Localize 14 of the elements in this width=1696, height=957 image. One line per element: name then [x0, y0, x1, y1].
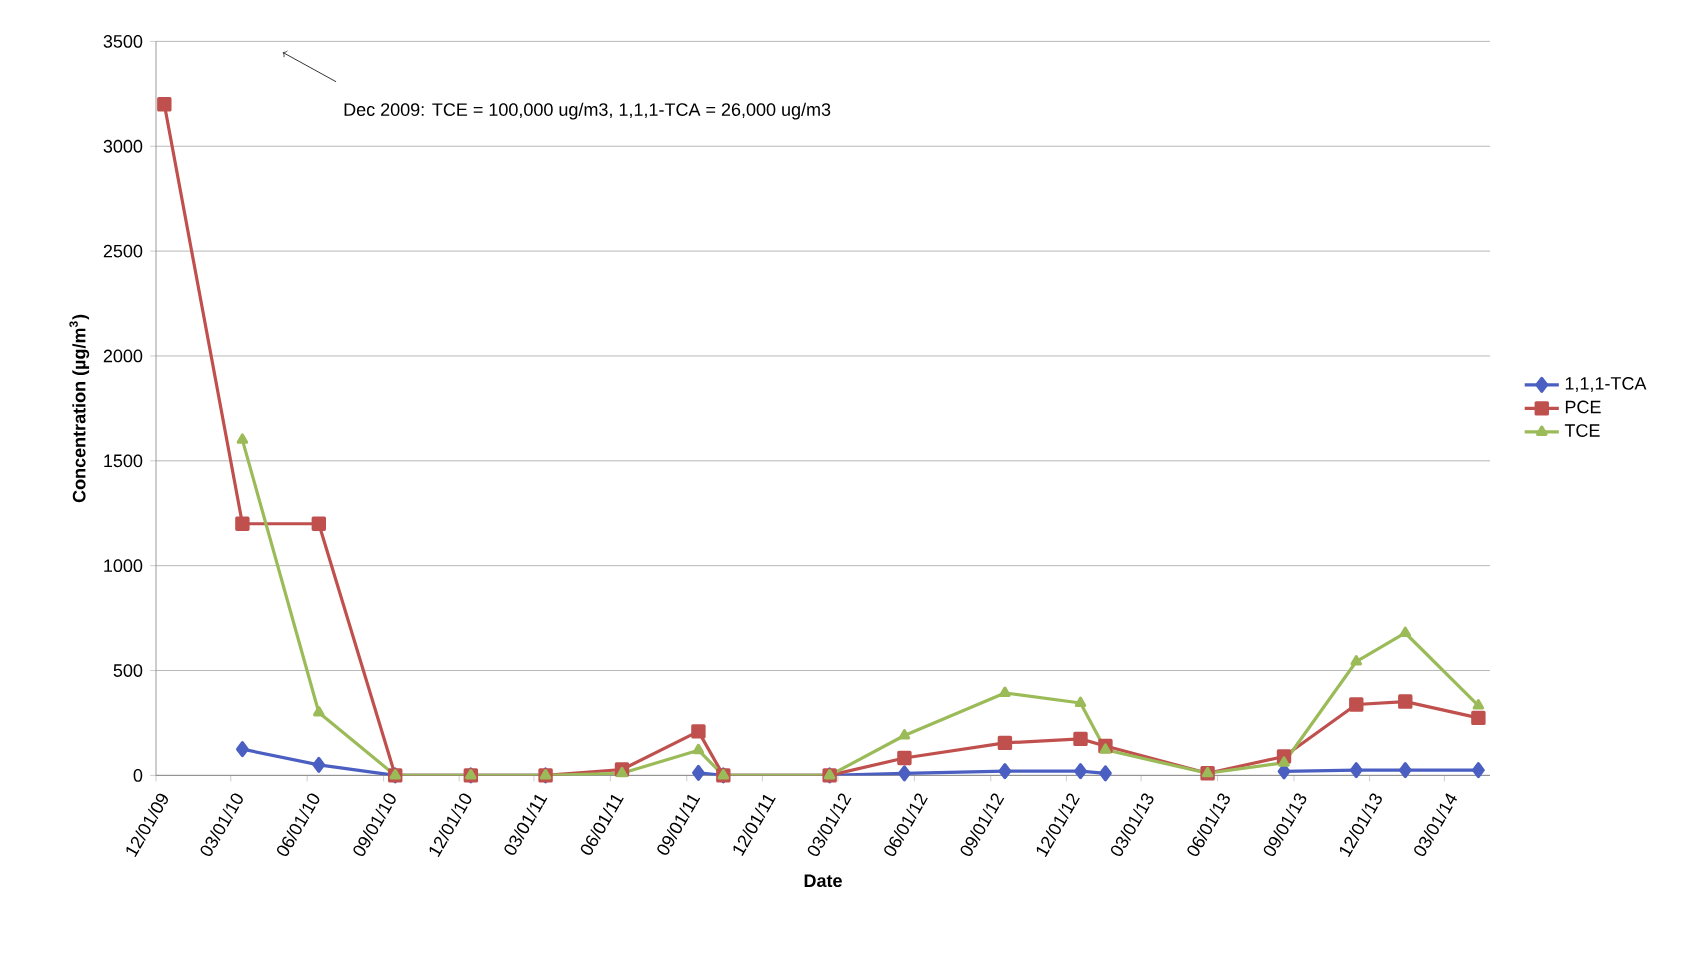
y-tick-label: 3500: [103, 35, 143, 48]
legend-label: 1,1,1-TCA: [1565, 377, 1647, 392]
y-tick-label: 500: [113, 664, 143, 677]
y-axis-title: Concentration (µg/m$^{3}$): [69, 314, 90, 503]
y-tick-label: 2000: [103, 349, 143, 363]
y-tick-label: 1500: [104, 454, 143, 468]
y-tick-label: 3000: [103, 139, 143, 153]
legend-label: PCE: [1565, 400, 1601, 414]
annotation: Dec 2009: TCE = 100,000 ug/m3, 1,1,1-TCA = 26,000 ug/m3: [344, 102, 831, 120]
y-tick-label: 1000: [104, 559, 143, 573]
y-tick-label: 2500: [103, 244, 143, 258]
legend-label: TCE: [1564, 424, 1600, 437]
y-tick-label: 0: [133, 769, 143, 782]
x-axis-title: Date: [804, 874, 842, 888]
